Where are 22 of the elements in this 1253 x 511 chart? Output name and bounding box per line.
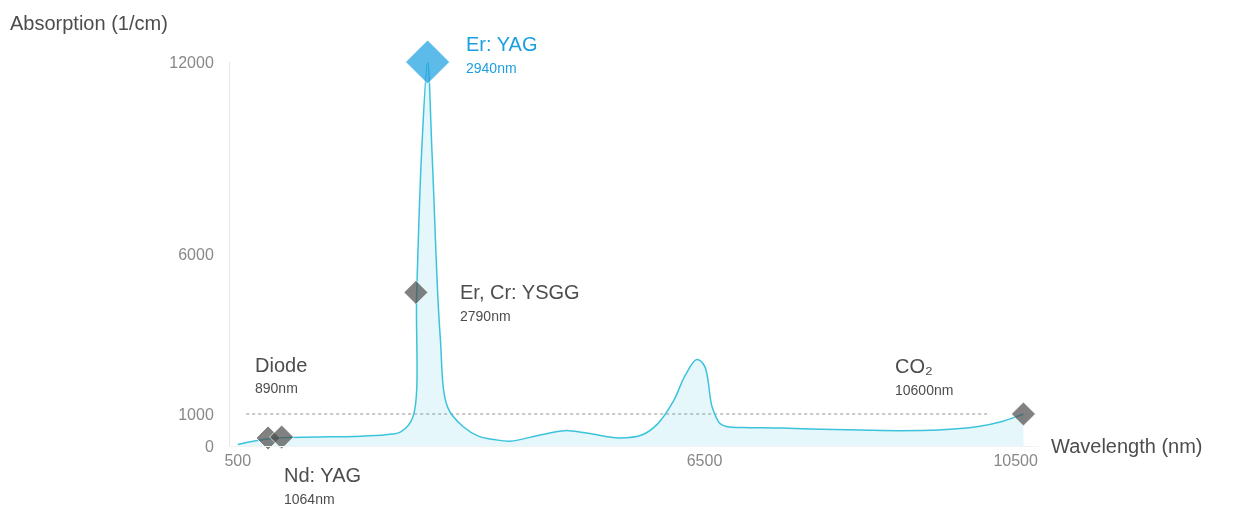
text: 1064nm <box>284 491 335 507</box>
point <box>1010 401 1037 427</box>
annotation: Diode <box>255 354 308 376</box>
x-axis-title: Wavelength (nm) <box>1051 435 1203 457</box>
x-tick-label: 10500 <box>993 452 1038 470</box>
annotation: Er, Cr: YSGG <box>460 281 580 303</box>
x-tick-label: 6500 <box>686 452 723 470</box>
annotation: CO₂ <box>895 355 933 377</box>
x-tick-label: 500 <box>224 452 252 470</box>
y-tick-label: 1000 <box>178 405 214 423</box>
y-tick-label: 12000 <box>169 53 214 71</box>
text: Er: YAG <box>466 33 538 55</box>
point <box>269 424 295 450</box>
y-axis-title: Absorption (1/cm) <box>10 12 168 34</box>
point <box>403 279 429 305</box>
annotation: 890nm <box>255 380 298 396</box>
y-tick-label: 6000 <box>178 245 214 263</box>
annotation: 2940nm <box>466 60 517 76</box>
text: Nd: YAG <box>284 464 362 486</box>
annotation: 2790nm <box>460 308 511 324</box>
annotation: 10600nm <box>895 382 954 398</box>
y-tick-label: 0 <box>204 437 214 455</box>
